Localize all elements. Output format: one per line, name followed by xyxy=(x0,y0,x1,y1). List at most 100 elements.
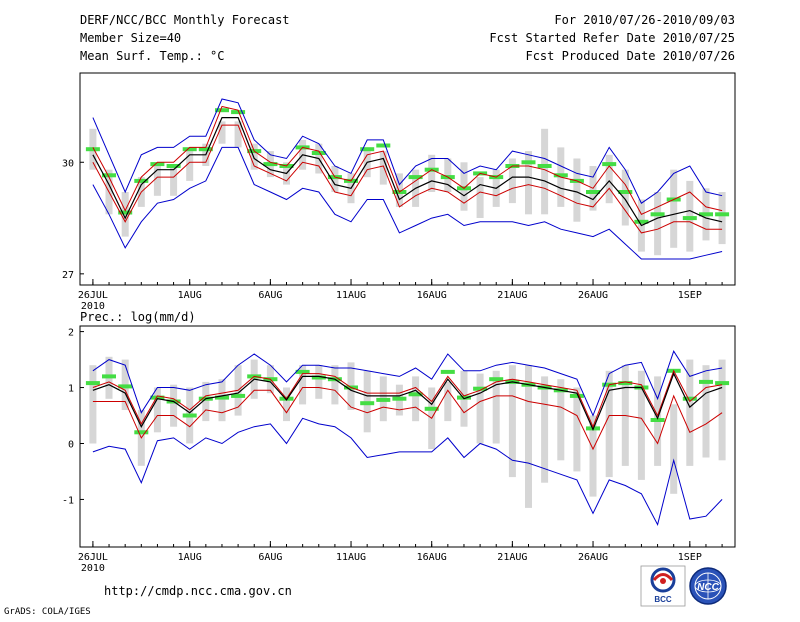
prec-spread-bar xyxy=(476,373,484,444)
temp-y-tick-label: 27 xyxy=(62,270,74,281)
temp-spread-bar xyxy=(218,121,226,144)
temp-lower-quartile-line xyxy=(92,124,723,234)
ncc-logo-text: NCC xyxy=(697,582,719,593)
prec-x-tick-label: 16AUG xyxy=(417,552,447,563)
temp-median-marker xyxy=(150,162,165,167)
temp-median-marker xyxy=(182,147,197,152)
grads-credit: GrADS: COLA/IGES xyxy=(4,607,91,617)
temp-spread-bar xyxy=(170,166,178,196)
temp-median-marker xyxy=(650,212,665,217)
temp-x-tick-label: 11AUG xyxy=(336,290,366,301)
temp-plot-frame xyxy=(79,72,736,286)
temp-spread-bar xyxy=(476,177,484,218)
bcc-logo-text: BCC xyxy=(654,595,672,604)
temp-x-tick-label: 1SEP xyxy=(678,290,702,301)
temp-median-marker xyxy=(166,164,181,168)
temp-x-tick-label: 1AUG xyxy=(178,290,202,301)
precipitation-panel: -1 0 1 2 26JUL 1AUG 6AUG 11AUG 16AUG 21AUG 26AUG 1S… xyxy=(62,325,736,574)
temp-median-marker xyxy=(537,164,552,168)
temp-spread-bar xyxy=(605,154,613,204)
prec-median-marker xyxy=(618,381,633,386)
prec-spread-bar xyxy=(525,365,532,508)
temperature-panel: 27 30 26JUL 1AUG 6AUG 11AUG 16AUG 21AUG 26AUG 1SE… xyxy=(62,72,736,312)
prec-x-tick-label: 6AUG xyxy=(258,552,282,563)
prec-spread-bar xyxy=(718,359,726,461)
prec-spread-bar xyxy=(89,365,97,444)
prec-y-tick-label: 0 xyxy=(68,439,74,450)
prec-x-tick-label: 1AUG xyxy=(178,552,202,563)
prec-median-marker xyxy=(295,369,310,374)
temp-median-marker xyxy=(586,190,600,194)
temp-median-marker xyxy=(699,212,713,217)
prec-spread-bar xyxy=(605,370,613,478)
prec-spread-bar xyxy=(670,404,678,494)
prec-y-tick-label: 1 xyxy=(68,384,74,395)
prec-spread-bar xyxy=(153,387,161,433)
temp-median-marker xyxy=(231,110,246,115)
prec-median-marker xyxy=(457,395,471,400)
temp-median-marker xyxy=(408,175,423,180)
prec-median-marker xyxy=(473,386,488,391)
prec-median-marker xyxy=(134,430,149,435)
prec-spread-bar xyxy=(283,387,290,422)
temp-spread-bar xyxy=(654,192,662,256)
prec-median-marker xyxy=(182,413,197,418)
prec-median-marker xyxy=(489,377,504,382)
precip-panel-title: Prec.: log(mm/d) xyxy=(80,310,196,324)
ncc-logo: NCC xyxy=(689,567,727,605)
header-member-size: Member Size=40 xyxy=(80,31,181,45)
prec-max-line xyxy=(92,350,723,417)
prec-mean-line xyxy=(92,372,723,432)
temp-median-marker xyxy=(134,178,149,183)
prec-x-tick-label: 26AUG xyxy=(578,552,608,563)
prec-spread-bar xyxy=(170,384,178,427)
prec-spread-bar xyxy=(686,359,694,466)
temp-median-marker xyxy=(682,216,697,221)
temp-x-tick-label: 16AUG xyxy=(417,290,447,301)
temp-median-marker xyxy=(215,108,229,113)
prec-x-year-label: 2010 xyxy=(81,563,105,574)
temp-spread-bar xyxy=(186,151,194,181)
temp-spread-bar xyxy=(250,143,258,170)
temp-spread-bar xyxy=(508,158,516,204)
prec-spread-bar xyxy=(508,365,516,478)
prec-spread-bar xyxy=(492,370,500,444)
bcc-logo: BCC xyxy=(640,565,686,607)
temp-median-marker xyxy=(618,190,633,194)
prec-median-marker xyxy=(715,381,730,386)
temp-median-marker xyxy=(360,147,375,152)
prec-median-marker xyxy=(376,397,391,402)
header-start-date: Fcst Started Refer Date 2010/07/25 xyxy=(489,31,735,45)
prec-x-tick-label: 26JUL xyxy=(78,552,108,563)
prec-median-marker xyxy=(311,375,326,380)
prec-spread-bar xyxy=(315,365,323,399)
temp-mean-line xyxy=(92,116,723,227)
temp-median-marker xyxy=(553,173,568,178)
temp-median-marker xyxy=(85,147,100,152)
prec-median-marker xyxy=(424,406,439,411)
prec-spread-bar xyxy=(299,365,307,405)
prec-spread-bar xyxy=(702,365,710,458)
temp-spread-bar xyxy=(428,154,436,192)
temp-median-marker xyxy=(118,210,133,215)
prec-spread-bar xyxy=(412,376,420,422)
temp-median-marker xyxy=(102,173,116,178)
temp-x-tick-label: 6AUG xyxy=(258,290,282,301)
prec-min-line xyxy=(92,417,723,526)
prec-median-marker xyxy=(360,401,375,406)
header-title: DERF/NCC/BCC Monthly Forecast xyxy=(80,13,290,27)
prec-upper-quartile-line xyxy=(92,369,723,429)
temp-x-tick-label: 21AUG xyxy=(497,290,527,301)
prec-median-marker xyxy=(408,392,423,397)
footer-url[interactable]: http://cmdp.ncc.cma.gov.cn xyxy=(104,584,292,598)
prec-median-marker xyxy=(440,369,455,374)
temp-spread-bar xyxy=(573,158,581,222)
temp-x-tick-label: 26AUG xyxy=(578,290,608,301)
prec-spread-bar xyxy=(218,379,226,422)
prec-median-marker xyxy=(699,379,713,384)
prec-median-marker xyxy=(150,395,165,400)
prec-median-marker xyxy=(215,395,229,400)
prec-x-tick-label: 1SEP xyxy=(678,552,702,563)
temp-max-line xyxy=(92,98,723,204)
